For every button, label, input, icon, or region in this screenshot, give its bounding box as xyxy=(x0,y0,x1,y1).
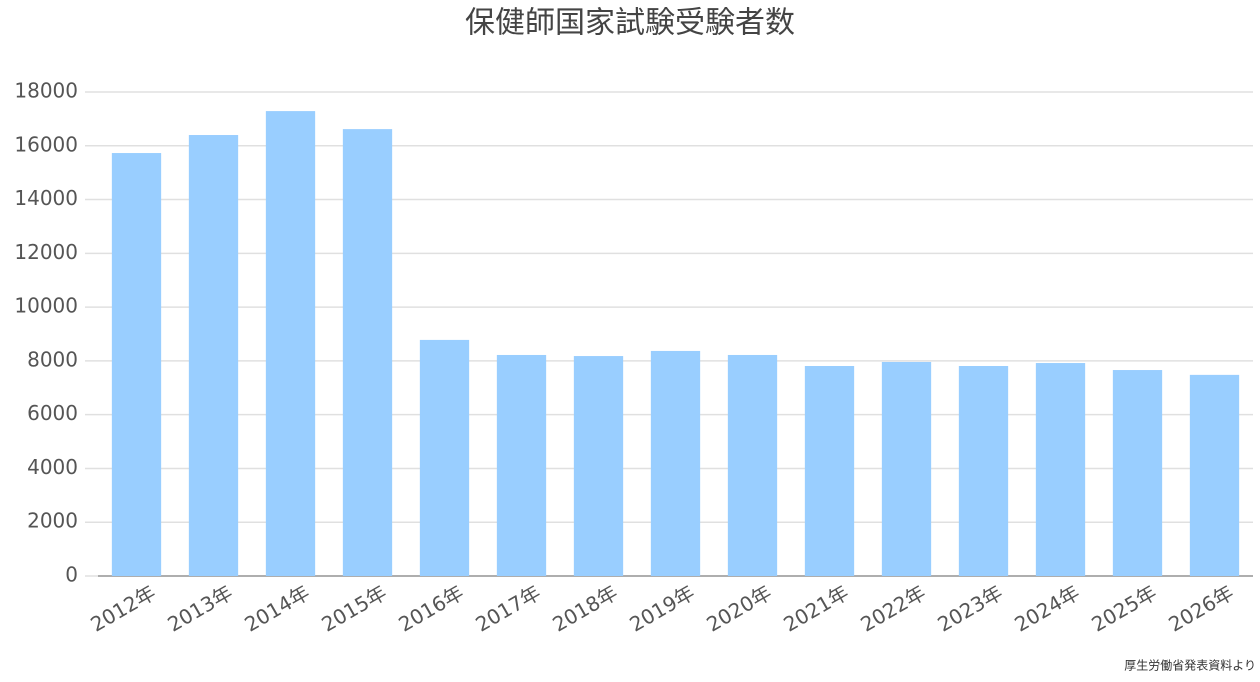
x-tick-label: 2025年 xyxy=(1087,580,1160,636)
x-tick-label: 2026年 xyxy=(1164,580,1237,636)
bar xyxy=(1035,363,1086,576)
bar xyxy=(1112,370,1163,576)
bar xyxy=(496,354,547,576)
y-tick-label: 16000 xyxy=(14,132,78,156)
x-tick-label: 2014年 xyxy=(240,580,313,636)
bar xyxy=(804,365,855,576)
y-tick-label: 0 xyxy=(65,563,78,587)
x-tick-label: 2022年 xyxy=(856,580,929,636)
bar xyxy=(573,356,624,576)
bar xyxy=(1189,374,1240,576)
bar xyxy=(419,339,470,576)
x-tick-label: 2012年 xyxy=(86,580,159,636)
y-tick-label: 14000 xyxy=(14,186,78,210)
x-tick-label: 2024年 xyxy=(1010,580,1083,636)
y-tick-label: 8000 xyxy=(27,347,78,371)
y-tick-label: 2000 xyxy=(27,509,78,533)
bar xyxy=(188,135,239,576)
x-tick-label: 2019年 xyxy=(625,580,698,636)
x-tick-label: 2013年 xyxy=(163,580,236,636)
x-tick-label: 2021年 xyxy=(779,580,852,636)
x-tick-label: 2015年 xyxy=(317,580,390,636)
bar xyxy=(650,350,701,576)
bar xyxy=(958,365,1009,576)
x-tick-label: 2020年 xyxy=(702,580,775,636)
x-tick-label: 2018年 xyxy=(548,580,621,636)
source-note: 厚生労働省発表資料より xyxy=(1124,659,1256,673)
y-tick-label: 18000 xyxy=(14,79,78,103)
x-tick-label: 2023年 xyxy=(933,580,1006,636)
bar xyxy=(342,129,393,576)
chart-title: 保健師国家試験受験者数 xyxy=(465,6,795,41)
y-tick-label: 10000 xyxy=(14,294,78,318)
bar xyxy=(727,354,778,576)
y-tick-label: 4000 xyxy=(27,455,78,479)
x-tick-label: 2017年 xyxy=(471,580,544,636)
y-tick-label: 12000 xyxy=(14,240,78,264)
bar xyxy=(881,361,932,576)
y-tick-label: 6000 xyxy=(27,401,78,425)
bar xyxy=(111,153,162,576)
bar xyxy=(265,111,316,576)
x-tick-label: 2016年 xyxy=(394,580,467,636)
